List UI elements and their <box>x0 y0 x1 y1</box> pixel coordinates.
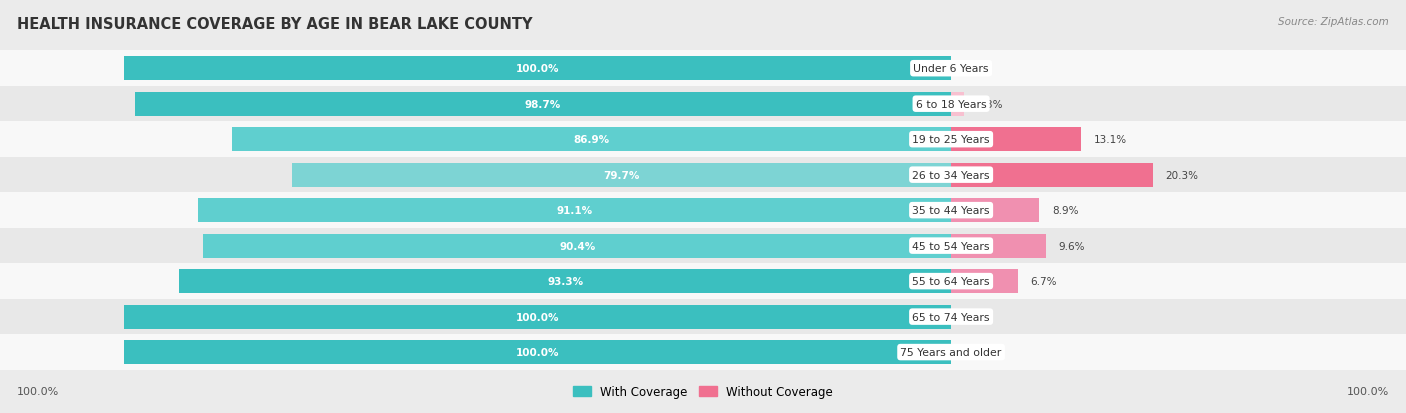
Bar <box>0 51 1406 87</box>
Bar <box>0 264 1406 299</box>
Bar <box>0 228 1406 264</box>
Text: 6.7%: 6.7% <box>1031 276 1056 287</box>
Text: 0.0%: 0.0% <box>963 347 990 357</box>
Text: 20.3%: 20.3% <box>1166 170 1198 180</box>
Text: Source: ZipAtlas.com: Source: ZipAtlas.com <box>1278 17 1389 26</box>
Text: 45 to 54 Years: 45 to 54 Years <box>912 241 990 251</box>
Bar <box>204 234 950 258</box>
Bar <box>950 199 1039 223</box>
Text: 98.7%: 98.7% <box>524 100 561 109</box>
Bar <box>0 335 1406 370</box>
Text: 8.9%: 8.9% <box>1052 206 1078 216</box>
Text: 100.0%: 100.0% <box>516 64 560 74</box>
Text: 100.0%: 100.0% <box>516 347 560 357</box>
Text: 86.9%: 86.9% <box>574 135 610 145</box>
Bar <box>0 157 1406 193</box>
Text: 6 to 18 Years: 6 to 18 Years <box>915 100 987 109</box>
Text: 35 to 44 Years: 35 to 44 Years <box>912 206 990 216</box>
Bar <box>292 163 950 187</box>
Text: 93.3%: 93.3% <box>547 276 583 287</box>
Text: HEALTH INSURANCE COVERAGE BY AGE IN BEAR LAKE COUNTY: HEALTH INSURANCE COVERAGE BY AGE IN BEAR… <box>17 17 533 31</box>
Text: 90.4%: 90.4% <box>560 241 595 251</box>
Text: 9.6%: 9.6% <box>1059 241 1085 251</box>
Bar <box>950 93 965 116</box>
Bar <box>124 305 950 329</box>
Text: 91.1%: 91.1% <box>557 206 592 216</box>
Text: 55 to 64 Years: 55 to 64 Years <box>912 276 990 287</box>
Text: 19 to 25 Years: 19 to 25 Years <box>912 135 990 145</box>
Legend: With Coverage, Without Coverage: With Coverage, Without Coverage <box>568 381 838 403</box>
Bar <box>124 340 950 364</box>
Bar <box>198 199 950 223</box>
Bar <box>232 128 950 152</box>
Text: 0.0%: 0.0% <box>963 312 990 322</box>
Bar <box>180 269 950 294</box>
Bar <box>950 128 1081 152</box>
Text: Under 6 Years: Under 6 Years <box>914 64 988 74</box>
Text: 79.7%: 79.7% <box>603 170 640 180</box>
Bar <box>950 234 1046 258</box>
Text: 26 to 34 Years: 26 to 34 Years <box>912 170 990 180</box>
Bar <box>135 93 950 116</box>
Bar <box>0 193 1406 228</box>
Text: 13.1%: 13.1% <box>1094 135 1126 145</box>
Text: 1.3%: 1.3% <box>976 100 1002 109</box>
Text: 100.0%: 100.0% <box>516 312 560 322</box>
Text: 100.0%: 100.0% <box>17 387 59 396</box>
Text: 65 to 74 Years: 65 to 74 Years <box>912 312 990 322</box>
Bar <box>0 299 1406 335</box>
Bar <box>124 57 950 81</box>
Bar <box>0 87 1406 122</box>
Text: 0.0%: 0.0% <box>963 64 990 74</box>
Bar <box>950 269 1018 294</box>
Text: 100.0%: 100.0% <box>1347 387 1389 396</box>
Text: 75 Years and older: 75 Years and older <box>900 347 1001 357</box>
Bar <box>0 122 1406 157</box>
Bar <box>950 163 1153 187</box>
